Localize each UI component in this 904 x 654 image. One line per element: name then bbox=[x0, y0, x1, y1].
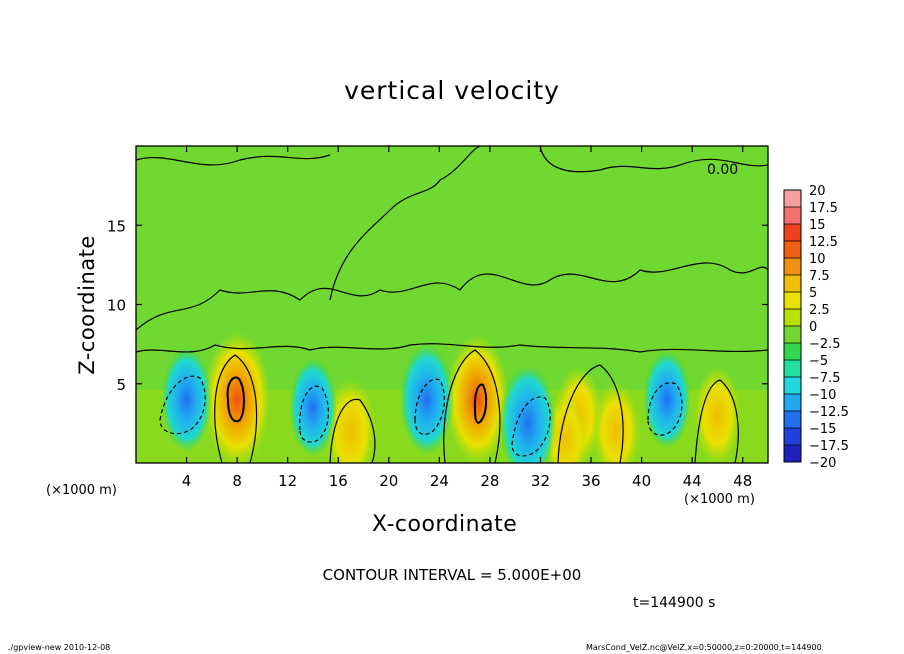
colorbar-label: 12.5 bbox=[809, 235, 838, 250]
contour-line bbox=[647, 382, 683, 436]
footer-right: MarsCond_VelZ.nc@VelZ,x=0:50000,z=0:2000… bbox=[586, 643, 822, 652]
x-tick-label: 20 bbox=[379, 472, 398, 490]
contour-layer bbox=[136, 146, 768, 463]
downdraft-cell-8 bbox=[161, 347, 212, 452]
x-tick-label: 4 bbox=[182, 472, 192, 490]
time-label: t=144900 s bbox=[633, 595, 716, 611]
x-tick-label: 32 bbox=[531, 472, 550, 490]
contour-line bbox=[557, 364, 624, 463]
y-tick-label: 5 bbox=[116, 376, 126, 394]
colorbar-swatch bbox=[784, 428, 801, 446]
chart-title: vertical velocity bbox=[344, 76, 560, 105]
colorbar-swatch bbox=[784, 411, 801, 429]
colorbar-label: 20 bbox=[809, 184, 826, 199]
y-axis: 5 10 15 bbox=[107, 217, 768, 394]
contour-line bbox=[159, 375, 206, 435]
x-tick-label: 36 bbox=[581, 472, 600, 490]
downdraft-cell-11 bbox=[499, 364, 557, 463]
colorbar-label: 2.5 bbox=[809, 303, 830, 318]
colorbar-label: 5 bbox=[809, 286, 817, 301]
colorbar-label: −15 bbox=[809, 422, 836, 437]
colorbar-swatch bbox=[784, 190, 801, 208]
contour-line bbox=[214, 354, 258, 463]
contour-line bbox=[329, 146, 481, 301]
colorbar-swatch bbox=[784, 292, 801, 310]
field-layer bbox=[136, 331, 768, 463]
colorbar-swatch bbox=[784, 343, 801, 361]
colorbar: 20 17.5 15 12.5 10 7.5 5 2.5 0 −2.5 −5 −7.5 −10 −12.5… bbox=[783, 184, 849, 471]
colorbar-swatch bbox=[784, 207, 801, 225]
contour-line bbox=[136, 154, 331, 166]
x-unit-right: (×1000 m) bbox=[684, 492, 755, 507]
colorbar-label: −5 bbox=[809, 354, 828, 369]
downdraft-cell-9 bbox=[289, 358, 337, 457]
updraft-cell-2 bbox=[445, 334, 509, 463]
y-tick-label: 10 bbox=[107, 297, 126, 315]
contour-label: 0.00 bbox=[707, 162, 738, 178]
colorbar-swatch bbox=[784, 275, 801, 293]
contour-line bbox=[473, 383, 488, 424]
x-tick-label: 44 bbox=[683, 472, 702, 490]
colorbar-swatch bbox=[784, 224, 801, 242]
x-axis: 4 8 12 16 20 24 28 32 36 40 44 48 bbox=[182, 146, 752, 490]
colorbar-swatch bbox=[784, 445, 801, 463]
colorbar-label: 17.5 bbox=[809, 201, 838, 216]
colorbar-label: 0 bbox=[809, 320, 817, 335]
colorbar-label: −20 bbox=[809, 456, 836, 471]
x-tick-label: 28 bbox=[480, 472, 499, 490]
downdraft-cell-12 bbox=[643, 350, 691, 449]
contour-line bbox=[329, 398, 376, 463]
contour-line bbox=[539, 146, 768, 173]
x-axis-label: X-coordinate bbox=[372, 512, 518, 537]
updraft-cell-1 bbox=[203, 331, 271, 463]
x-tick-label: 48 bbox=[733, 472, 752, 490]
colorbar-swatch bbox=[784, 241, 801, 259]
colorbar-swatch bbox=[784, 326, 801, 344]
contour-line bbox=[136, 262, 768, 331]
x-tick-label: 12 bbox=[278, 472, 297, 490]
colorbar-label: 10 bbox=[809, 252, 826, 267]
colorbar-swatch bbox=[784, 394, 801, 412]
colorbar-swatch bbox=[784, 258, 801, 276]
downdraft-cell-10 bbox=[399, 344, 454, 456]
contour-line bbox=[443, 349, 501, 463]
colorbar-swatch bbox=[784, 360, 801, 378]
updraft-cell-5 bbox=[592, 382, 640, 463]
y-tick-label: 15 bbox=[107, 217, 126, 235]
x-tick-label: 24 bbox=[430, 472, 449, 490]
x-tick-label: 40 bbox=[632, 472, 651, 490]
updraft-cell-3 bbox=[325, 378, 377, 463]
colorbar-label: −7.5 bbox=[809, 371, 841, 386]
colorbar-swatch bbox=[784, 309, 801, 327]
colorbar-label: −2.5 bbox=[809, 337, 841, 352]
contour-line bbox=[136, 343, 768, 353]
contour-line bbox=[511, 396, 551, 457]
x-unit-left: (×1000 m) bbox=[46, 483, 117, 498]
colorbar-label: 7.5 bbox=[809, 269, 830, 284]
contour-line bbox=[414, 378, 446, 435]
colorbar-label: −10 bbox=[809, 388, 836, 403]
colorbar-label: −12.5 bbox=[809, 405, 849, 420]
colorbar-swatch bbox=[784, 377, 801, 395]
contour-line bbox=[694, 379, 739, 463]
footer-left: ./gpview-new 2010-12-08 bbox=[8, 643, 111, 652]
contour-interval: CONTOUR INTERVAL = 5.000E+00 bbox=[322, 566, 582, 584]
colorbar-label: 15 bbox=[809, 218, 826, 233]
contour-line bbox=[226, 376, 245, 423]
colorbar-label: −17.5 bbox=[809, 439, 849, 454]
x-tick-label: 16 bbox=[329, 472, 348, 490]
x-tick-label: 8 bbox=[232, 472, 242, 490]
